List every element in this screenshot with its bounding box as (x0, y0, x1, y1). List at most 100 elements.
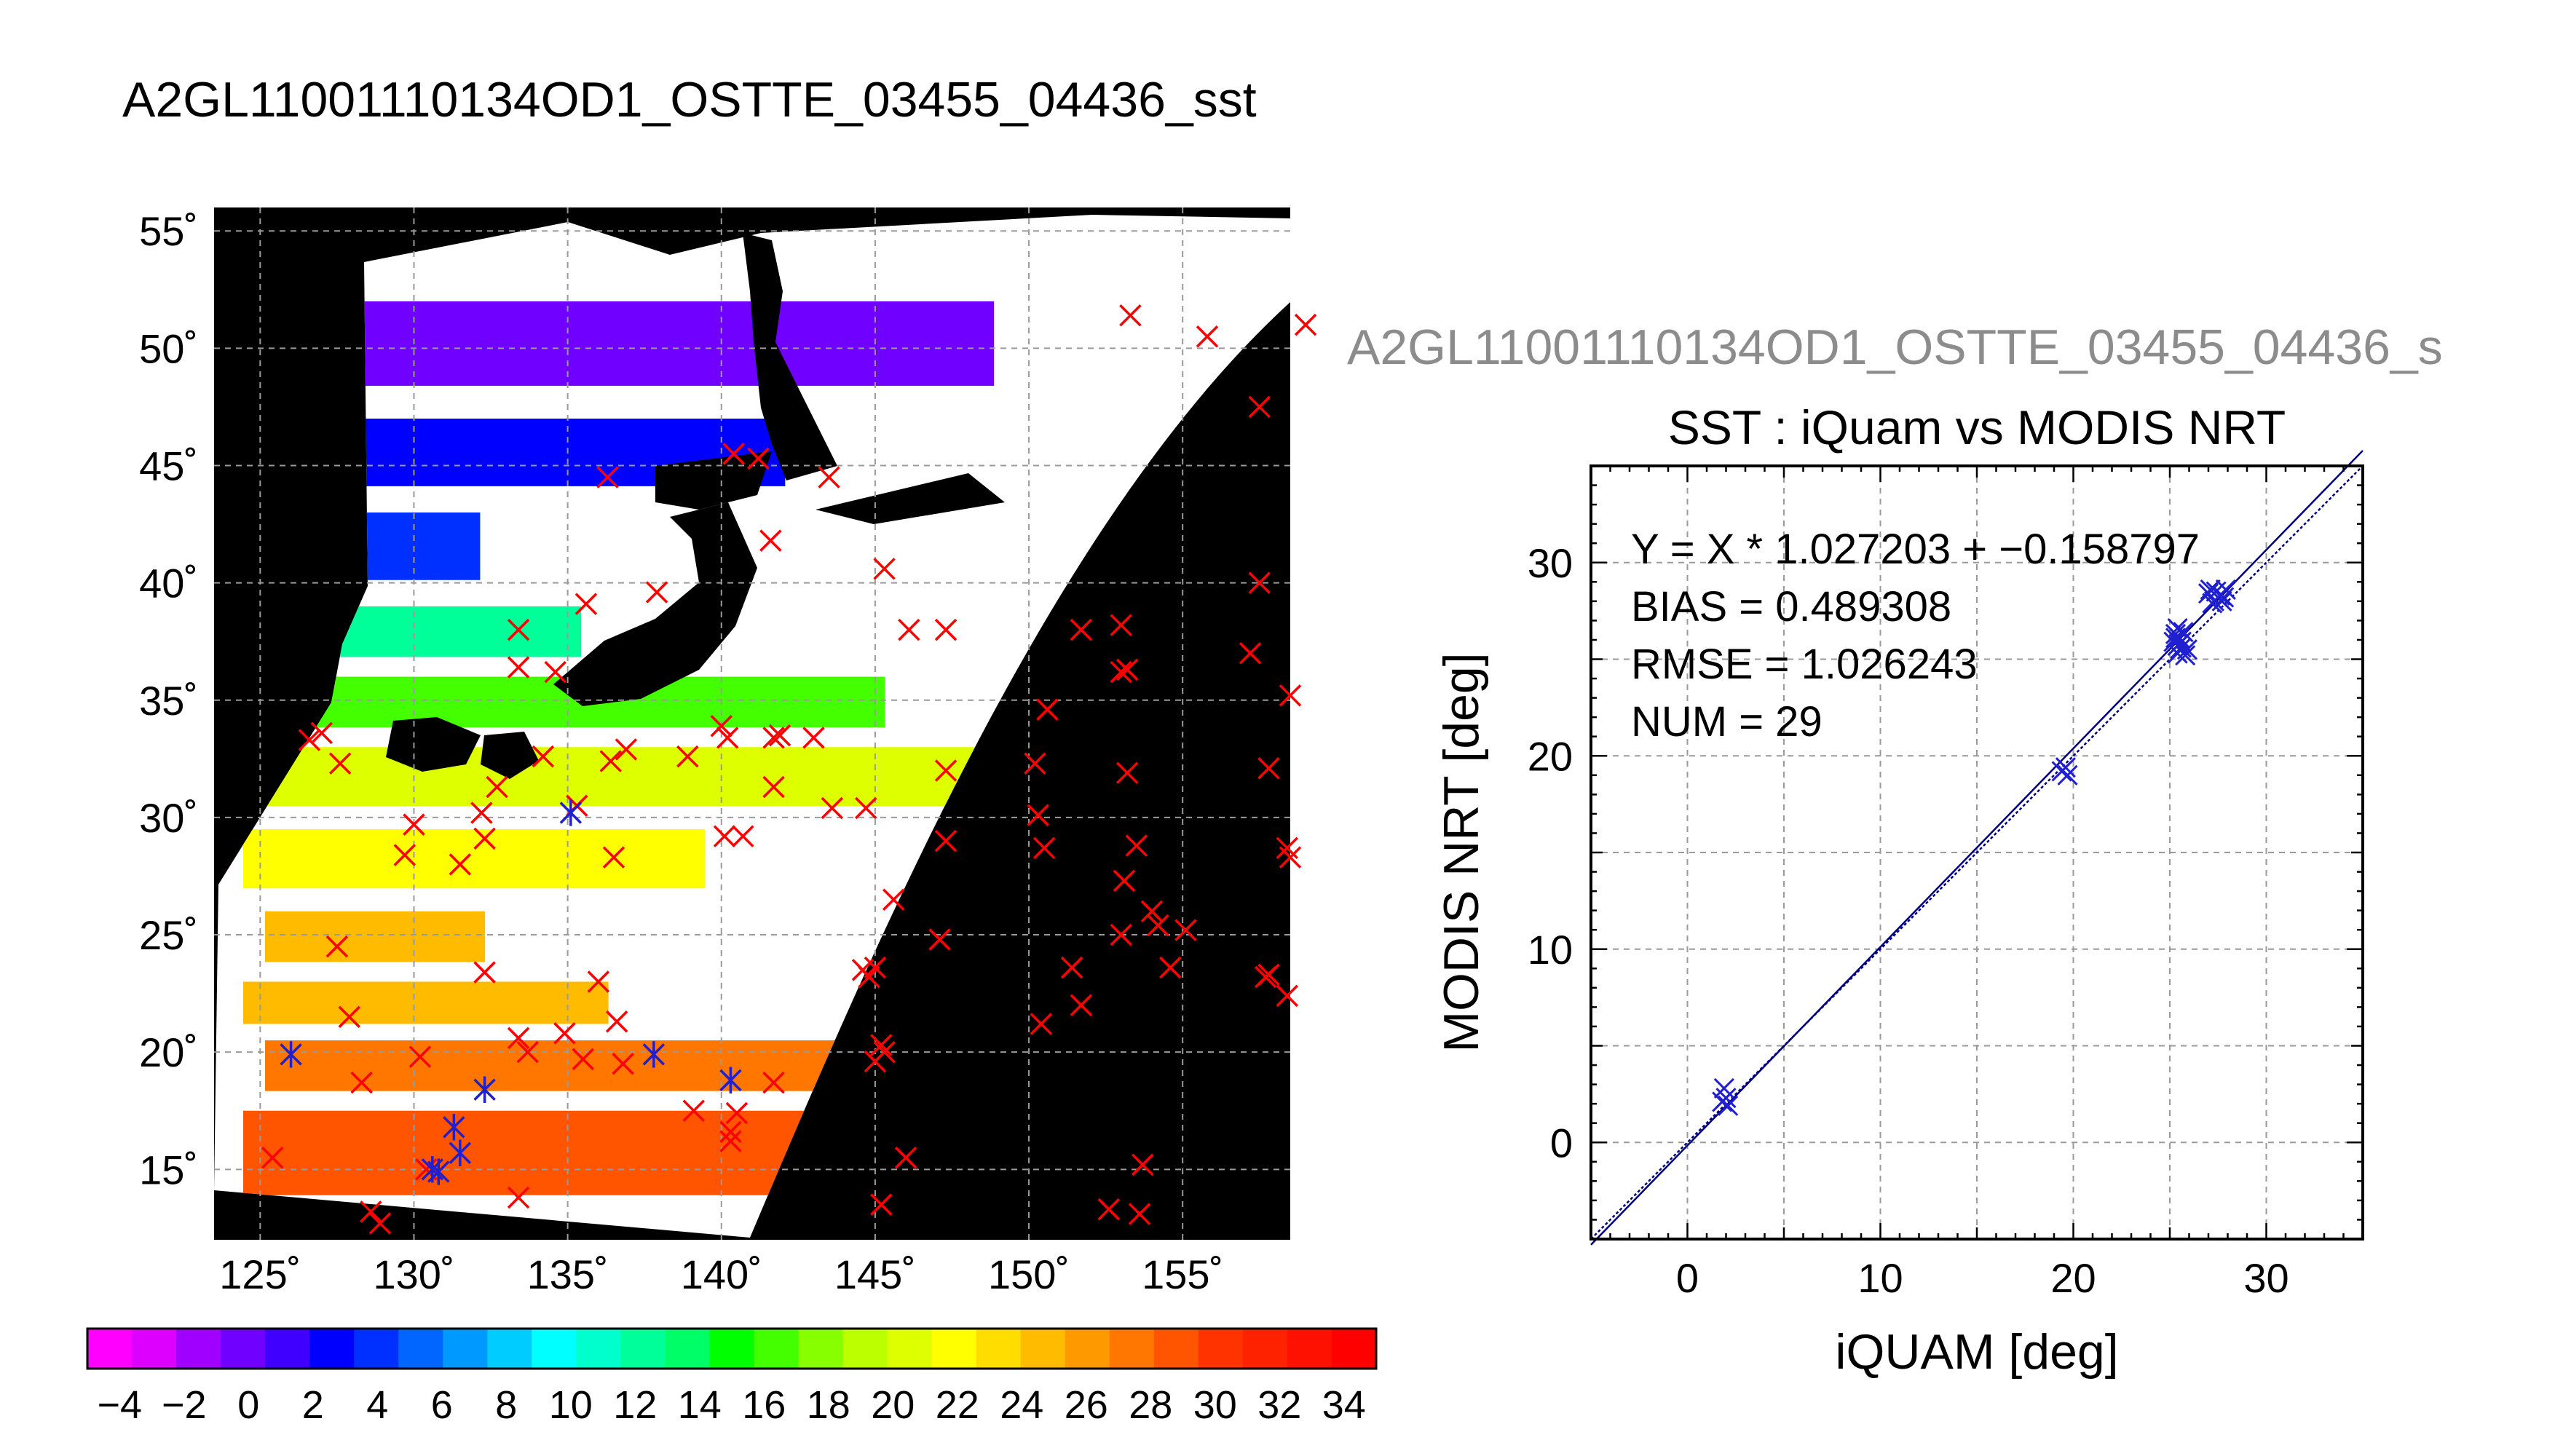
iquam-point (1279, 684, 1302, 707)
map-x-tick-label: 145˚ (834, 1251, 916, 1297)
iquam-point (1279, 846, 1302, 869)
iquam-point (716, 727, 739, 749)
colorbar-tick-label: 14 (678, 1383, 722, 1427)
colorbar-cell (976, 1329, 1022, 1369)
iquam-point (1196, 325, 1219, 348)
map-y-tick-label: 55˚ (139, 208, 198, 254)
iquam-point (645, 581, 668, 604)
scatter-subtitle: A2GL11001110134OD1_OSTTE_03455_04436_s (1347, 320, 2443, 375)
iquam-point (408, 1045, 432, 1068)
iquam-point (802, 727, 825, 749)
colorbar-tick-label: 0 (237, 1383, 259, 1427)
iquam-point (870, 1034, 893, 1056)
iquam-point (710, 714, 733, 737)
matchup-point (443, 1114, 465, 1141)
y-axis-label: MODIS NRT [deg] (1434, 652, 1489, 1052)
colorbar-cell (487, 1329, 533, 1369)
iquam-point (574, 593, 598, 615)
iquam-point (1174, 919, 1197, 941)
iquam-point (449, 853, 472, 876)
iquam-point (894, 1146, 917, 1169)
matchup-point (449, 1139, 472, 1166)
iquam-point (507, 656, 530, 678)
iquam-point (870, 1193, 893, 1216)
iquam-point (1070, 618, 1093, 641)
map-x-tick-label: 135˚ (527, 1251, 609, 1297)
colorbar-frame (86, 1327, 1378, 1370)
iquam-point (762, 727, 785, 749)
colorbar-cell (1287, 1329, 1332, 1369)
colorbar-cell (709, 1329, 755, 1369)
colorbar-cell (398, 1329, 444, 1369)
colorbar-cell (842, 1329, 888, 1369)
y-tick-label: 0 (1550, 1120, 1573, 1166)
iquam-point (1110, 614, 1132, 636)
land-mass (553, 502, 757, 706)
map-y-tick-label: 15˚ (139, 1147, 198, 1192)
colorbar-tick-label: 22 (936, 1383, 979, 1427)
colorbar-tick-label: 10 (549, 1383, 593, 1427)
colorbar-cell (532, 1329, 577, 1369)
x-tick-label: 0 (1676, 1255, 1699, 1301)
colorbar-tick-label: 34 (1322, 1383, 1366, 1427)
iquam-point (350, 1071, 373, 1094)
iquam-point (1276, 984, 1299, 1008)
map-x-tick-label: 140˚ (681, 1251, 762, 1297)
iquam-point (572, 1048, 594, 1071)
scatter-point (2211, 590, 2232, 612)
iquam-point (310, 721, 333, 745)
iquam-point (722, 443, 745, 465)
stat-annotation: NUM = 29 (1631, 698, 1823, 745)
stat-annotation: Y = X * 1.027203 + −0.158797 (1631, 526, 2200, 573)
x-tick-label: 10 (1857, 1255, 1903, 1301)
colorbar-tick-label: 28 (1129, 1383, 1172, 1427)
iquam-point (1115, 761, 1139, 784)
iquam-point (473, 827, 496, 850)
iquam-point (612, 1053, 634, 1075)
colorbar-tick-label: 6 (431, 1383, 453, 1427)
iquam-point (725, 1101, 749, 1125)
scatter-point (1718, 1095, 1739, 1116)
sst-band (243, 301, 995, 386)
map-y-tick-label: 45˚ (139, 443, 198, 489)
iquam-point (298, 729, 321, 751)
land-mass (816, 473, 1005, 524)
iquam-point (762, 1071, 785, 1094)
x-tick-label: 20 (2050, 1255, 2096, 1301)
colorbar-tick-label: 16 (742, 1383, 786, 1427)
sst-band (243, 829, 706, 889)
iquam-point (615, 738, 638, 761)
iquam-point (1070, 994, 1093, 1016)
iquam-point (762, 775, 785, 799)
land-mass (481, 732, 539, 779)
colorbar-cell (1242, 1329, 1288, 1369)
colorbar-tick-label: −2 (162, 1383, 207, 1427)
colorbar-cell (176, 1329, 222, 1369)
colorbar-tick-label: 8 (495, 1383, 517, 1427)
iquam-point (934, 829, 957, 852)
colorbar-cell (665, 1329, 711, 1369)
colorbar-cell (798, 1329, 844, 1369)
y-tick-label: 20 (1528, 733, 1573, 779)
map-y-tick-label: 50˚ (139, 325, 198, 371)
matchup-point (559, 799, 583, 826)
colorbar-cell (1109, 1329, 1155, 1369)
stat-annotation: BIAS = 0.489308 (1631, 583, 1951, 630)
matchup-point (427, 1158, 450, 1185)
colorbar-tick-label: 32 (1257, 1383, 1301, 1427)
fit-line (1590, 450, 2364, 1246)
iquam-point (602, 846, 625, 869)
colorbar-cell (309, 1329, 355, 1369)
iquam-point (1036, 698, 1059, 721)
iquam-point (1257, 756, 1280, 780)
iquam-point (1030, 1013, 1053, 1035)
iquam-point (1110, 923, 1132, 946)
iquam-point (1115, 658, 1139, 681)
colorbar-cell (754, 1329, 799, 1369)
iquam-point (261, 1146, 284, 1169)
colorbar-cell (87, 1329, 133, 1369)
iquam-point (719, 1130, 742, 1152)
land-mass (743, 233, 837, 480)
colorbar-cell (931, 1329, 977, 1369)
